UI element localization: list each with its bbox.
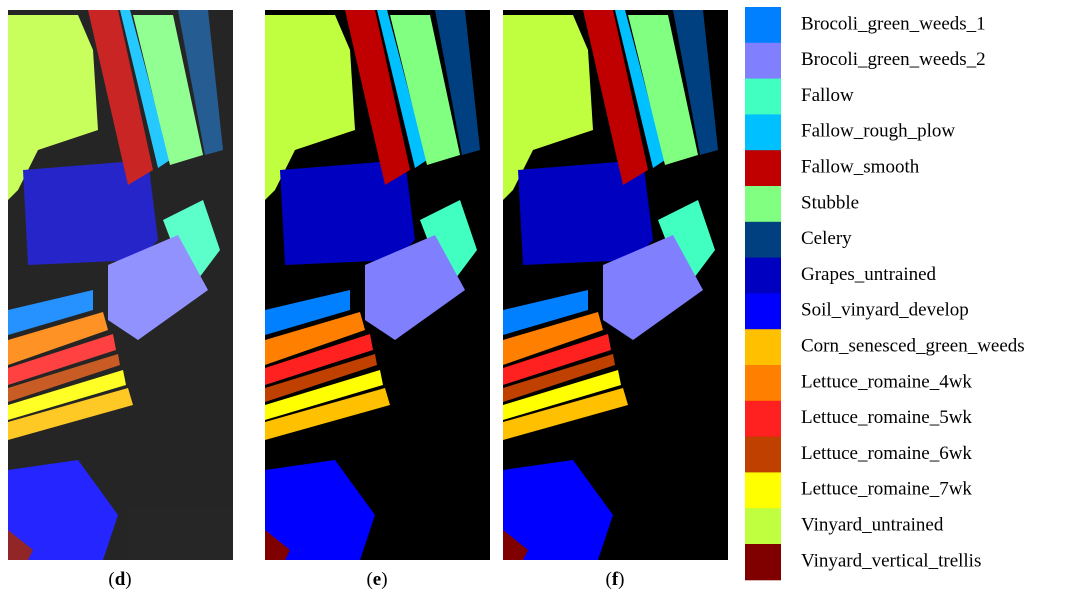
legend-label: Vinyard_untrained [801,514,944,535]
label-part: ) [381,569,387,590]
panel-label: (d) [108,569,131,590]
legend-swatch [745,508,781,544]
legend-swatch [745,7,781,43]
legend-swatch [745,365,781,401]
legend-swatch [745,329,781,365]
label-part: d [115,569,126,590]
classification-map [8,10,233,560]
figure: (d) (e) (f) Brocoli_green_weeds_1 Brocoli_gr… [0,0,1083,597]
legend-label: Fallow_rough_plow [801,121,955,142]
legend-swatch [745,293,781,329]
label-part: ) [125,569,131,590]
legend-label: Celery [801,228,852,249]
legend-label: Soil_vinyard_develop [801,300,969,321]
legend-label: Brocoli_green_weeds_2 [801,49,986,70]
legend-swatch [745,79,781,115]
label-part: ) [618,569,624,590]
legend-swatch [745,186,781,222]
legend-label: Vinyard_vertical_trellis [801,550,981,571]
legend-label: Lettuce_romaine_7wk [801,479,972,500]
legend-swatch [745,258,781,294]
legend-label: Lettuce_romaine_6wk [801,443,972,464]
legend-label: Lettuce_romaine_4wk [801,371,972,392]
legend-label: Fallow_smooth [801,156,920,177]
label-part: e [373,569,381,590]
legend-swatch [745,222,781,258]
legend-swatch [745,114,781,150]
panel-label: (f) [606,569,625,590]
legend-label: Brocoli_green_weeds_1 [801,13,986,34]
legend-label: Grapes_untrained [801,264,937,285]
legend-swatch [745,437,781,473]
legend-swatch [745,472,781,508]
legend-label: Lettuce_romaine_5wk [801,407,972,428]
legend-swatch [745,401,781,437]
panel-label: (e) [366,569,387,590]
legend-label: Fallow [801,85,854,106]
legend-label: Corn_senesced_green_weeds [801,335,1025,356]
classification-map [265,10,490,560]
classification-map [503,10,728,560]
legend-swatch [745,43,781,79]
legend-swatch [745,544,781,580]
legend-swatch [745,150,781,186]
legend-label: Stubble [801,192,859,213]
